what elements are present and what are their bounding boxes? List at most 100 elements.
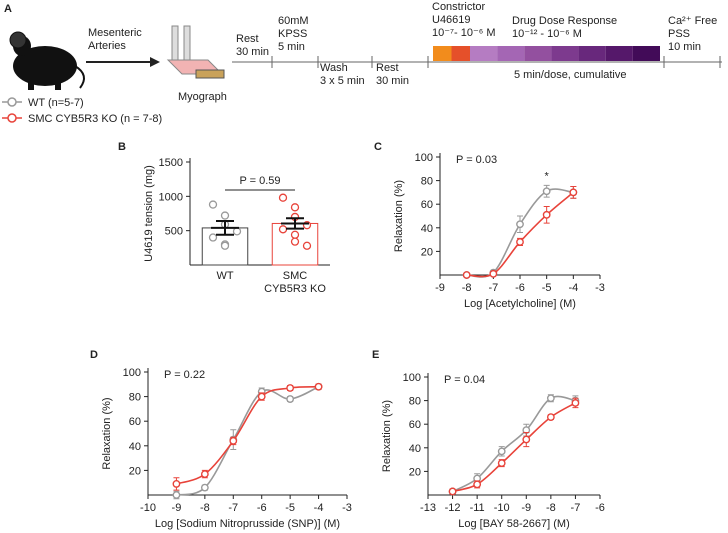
data-point bbox=[571, 399, 580, 407]
x-tick-label: -4 bbox=[314, 502, 324, 514]
y-axis-label: Relaxation (%) bbox=[101, 397, 113, 469]
significance-star: * bbox=[545, 170, 550, 182]
data-point bbox=[569, 188, 578, 197]
legend-label: WT (n=5-7) bbox=[28, 97, 84, 109]
series-line bbox=[452, 395, 576, 493]
data-point bbox=[522, 435, 531, 444]
data-point bbox=[302, 241, 312, 250]
x-tick-label: -5 bbox=[285, 502, 295, 514]
dose-box bbox=[605, 46, 633, 61]
y-tick-label: 500 bbox=[165, 226, 183, 238]
x-tick-label: -5 bbox=[542, 282, 552, 294]
y-axis-label: Relaxation (%) bbox=[393, 180, 405, 252]
data-point bbox=[200, 483, 209, 492]
x-tick-label: -10 bbox=[140, 502, 156, 514]
x-tick-label-line: CYB5R3 KO bbox=[264, 283, 326, 295]
y-tick-label: 60 bbox=[421, 199, 433, 211]
arrow-label: Mesenteric Arteries bbox=[88, 27, 142, 52]
panel-letter: E bbox=[372, 349, 379, 361]
data-point bbox=[220, 241, 230, 250]
data-point bbox=[542, 187, 551, 196]
x-tick-label: -8 bbox=[200, 502, 210, 514]
protocol-step: 60mM KPSS 5 min bbox=[278, 15, 309, 53]
y-axis-label: U4619 tension (mg) bbox=[143, 165, 155, 262]
y-tick-label: 100 bbox=[415, 152, 433, 164]
x-tick-label: -9 bbox=[521, 502, 531, 514]
x-tick-label: -7 bbox=[488, 282, 498, 294]
data-point bbox=[208, 233, 218, 242]
x-tick-label-line: SMC bbox=[283, 270, 308, 282]
series-line bbox=[466, 188, 574, 278]
device-label: Myograph bbox=[178, 91, 227, 103]
y-tick-label: 60 bbox=[129, 416, 141, 428]
x-axis-label: Log [Sodium Nitroprusside (SNP)] (M) bbox=[155, 518, 340, 530]
protocol-step-line: KPSS bbox=[278, 28, 307, 40]
y-tick-label: 100 bbox=[403, 372, 421, 384]
panel-letter: A bbox=[4, 3, 12, 15]
arrow-head bbox=[150, 57, 160, 67]
y-axis-label: Relaxation (%) bbox=[381, 400, 393, 472]
x-tick-label: -11 bbox=[470, 502, 485, 514]
y-tick-label: 20 bbox=[409, 466, 421, 478]
x-tick-label: -6 bbox=[515, 282, 525, 294]
data-point bbox=[497, 447, 506, 456]
data-point bbox=[278, 225, 288, 234]
data-point bbox=[290, 230, 300, 239]
y-tick-label: 1000 bbox=[159, 191, 183, 203]
data-point bbox=[473, 480, 482, 489]
data-point bbox=[220, 211, 230, 220]
x-tick-label-line: WT bbox=[216, 270, 233, 282]
x-tick-label: -7 bbox=[228, 502, 238, 514]
panel-letter: C bbox=[374, 141, 382, 153]
protocol-step-line: 60mM bbox=[278, 15, 309, 27]
error-bar bbox=[281, 217, 309, 230]
data-point bbox=[286, 395, 295, 403]
dose-box bbox=[451, 46, 470, 61]
x-axis-label: Log [Acetylcholine] (M) bbox=[464, 298, 576, 310]
y-tick-label: 1500 bbox=[159, 157, 183, 169]
data-point bbox=[546, 394, 555, 403]
panel-letter: D bbox=[90, 349, 98, 361]
protocol-step-line: Wash bbox=[320, 62, 348, 74]
p-value: P = 0.03 bbox=[456, 154, 497, 166]
x-tick-label: -6 bbox=[595, 502, 605, 514]
protocol-step-line: 3 x 5 min bbox=[320, 75, 365, 87]
x-tick-label: -6 bbox=[257, 502, 267, 514]
protocol-step: Rest 30 min bbox=[376, 62, 409, 87]
data-point bbox=[546, 413, 555, 422]
protocol-step-line: Rest bbox=[236, 33, 259, 45]
data-point bbox=[200, 470, 209, 478]
protocol-step-line: 10 min bbox=[668, 41, 701, 53]
protocol-step-line: 10⁻¹² - 10⁻⁶ M bbox=[512, 28, 582, 40]
series-line bbox=[176, 385, 319, 485]
data-point bbox=[497, 459, 506, 468]
dose-box bbox=[551, 46, 579, 61]
y-tick-label: 20 bbox=[129, 465, 141, 477]
x-tick-label: -7 bbox=[571, 502, 581, 514]
y-tick-label: 40 bbox=[129, 441, 141, 453]
x-tick-label: SMC CYB5R3 KO bbox=[264, 270, 326, 295]
panel-letter: B bbox=[118, 141, 126, 153]
data-point bbox=[172, 480, 181, 488]
data-point bbox=[448, 487, 457, 496]
legend-label: SMC CYB5R3 KO (n = 7-8) bbox=[28, 113, 162, 125]
y-tick-label: 20 bbox=[421, 246, 433, 258]
x-axis-label: Log [BAY 58-2667] (M) bbox=[458, 518, 570, 530]
data-point bbox=[172, 491, 181, 499]
x-tick-label: -8 bbox=[462, 282, 472, 294]
protocol-step-line: Rest bbox=[376, 62, 399, 74]
dose-box bbox=[497, 46, 525, 61]
data-point bbox=[516, 220, 524, 229]
x-tick-label: WT bbox=[216, 270, 233, 282]
data-point bbox=[286, 384, 295, 392]
protocol-step: 5 min/dose, cumulative bbox=[514, 69, 627, 81]
protocol-step-line: PSS bbox=[668, 28, 690, 40]
x-tick-label: -13 bbox=[420, 502, 436, 514]
dose-box bbox=[524, 46, 552, 61]
data-point bbox=[229, 436, 238, 445]
x-tick-label: -4 bbox=[568, 282, 578, 294]
p-value: P = 0.04 bbox=[444, 374, 485, 386]
protocol-step-line: Ca²⁺ Free bbox=[668, 15, 717, 27]
protocol-step-line: 30 min bbox=[236, 46, 269, 58]
